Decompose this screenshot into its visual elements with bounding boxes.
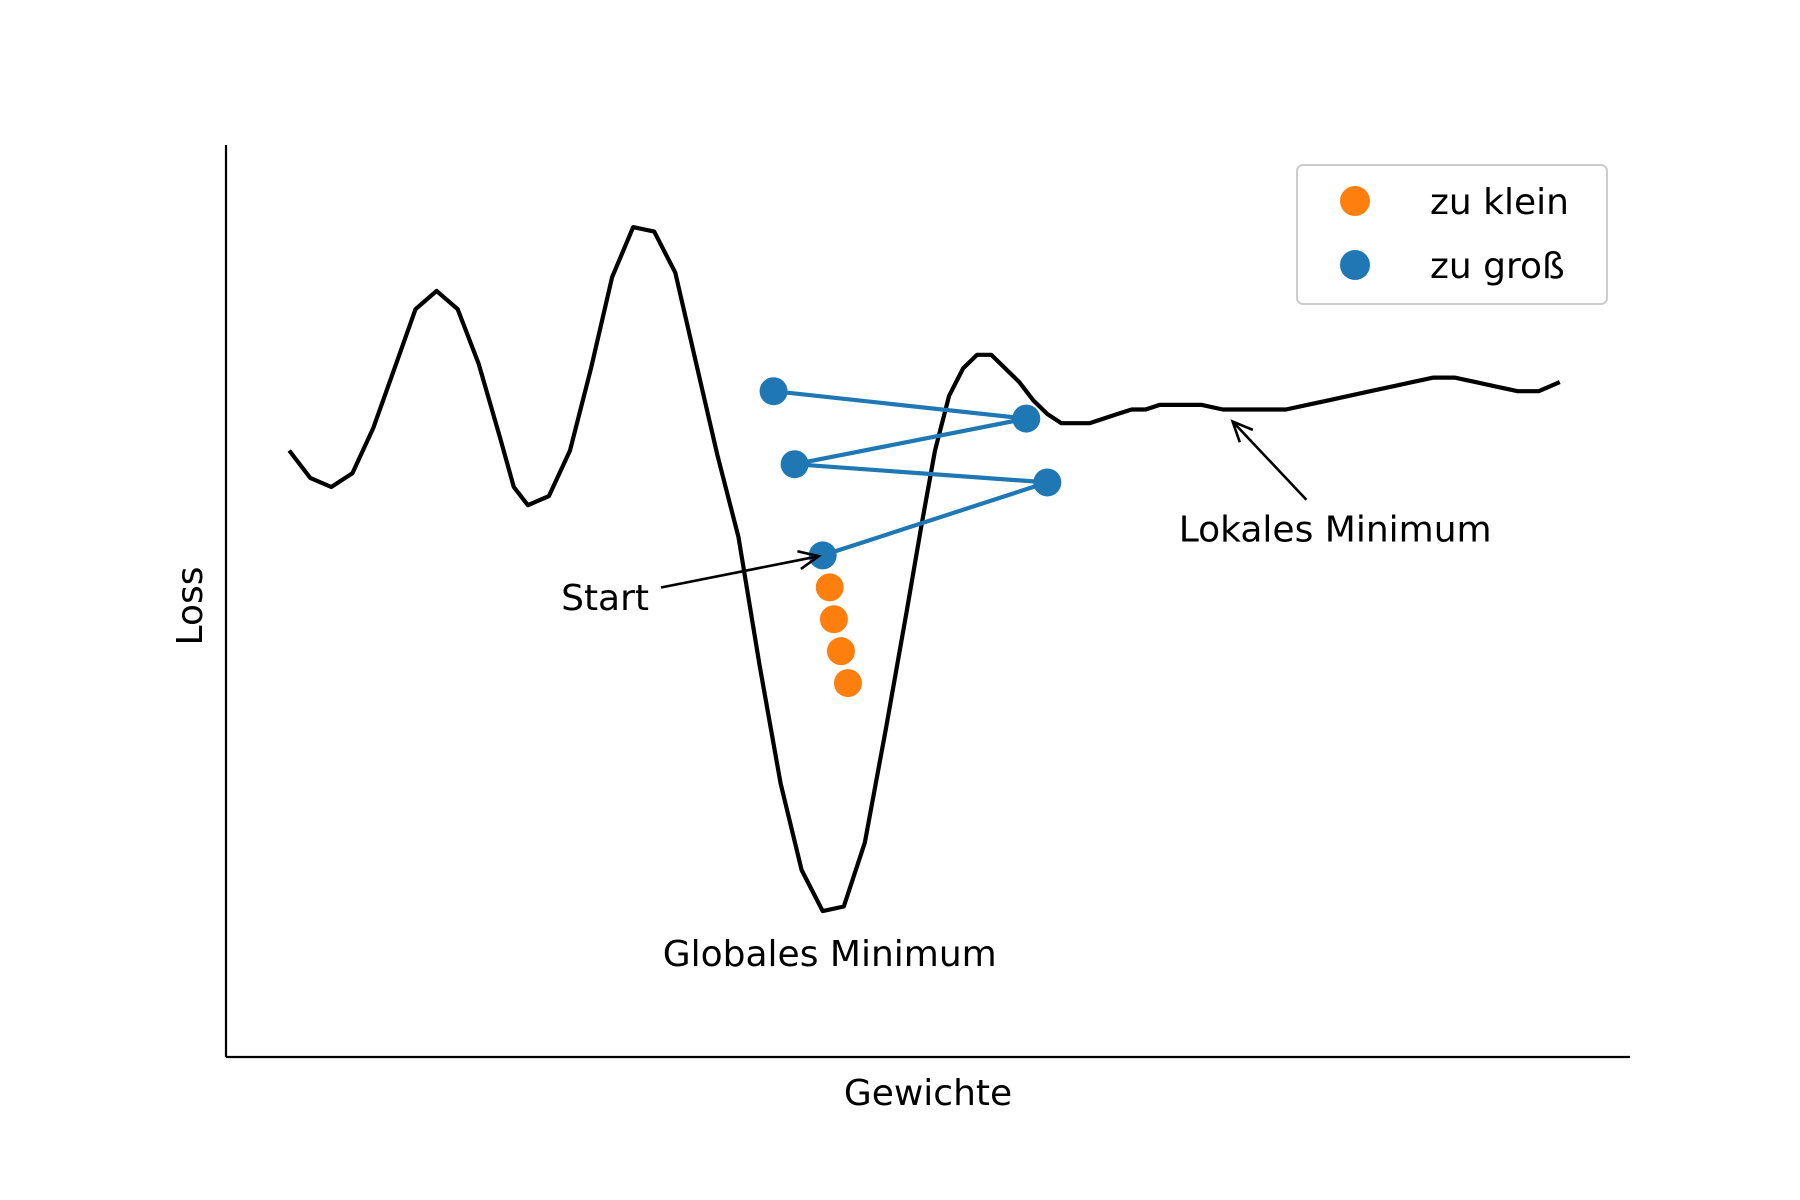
small-step-point xyxy=(815,573,844,602)
annotations: Start Globales Minimum Lokales Minimum xyxy=(561,419,1492,975)
legend-marker-zu-klein xyxy=(1340,186,1370,216)
small-step-point xyxy=(826,637,855,666)
annotation-arrow-shaft xyxy=(660,554,820,589)
loss-curve-line xyxy=(287,225,1561,914)
large-step-point xyxy=(1033,468,1062,497)
legend-label-zu-gross: zu groß xyxy=(1430,246,1565,287)
annotation-arrow-head xyxy=(1230,419,1254,443)
large-step-point xyxy=(759,377,788,406)
large-step-point xyxy=(780,450,809,479)
legend: zu klein zu groß xyxy=(1296,164,1608,305)
plot-area xyxy=(287,225,1561,914)
annotation-start: Start xyxy=(561,578,649,619)
legend-marker-zu-gross xyxy=(1340,250,1370,280)
large-step-point xyxy=(1012,404,1041,433)
annotation-arrow-shaft xyxy=(1231,420,1308,501)
small-step-point xyxy=(833,669,862,698)
annotation-lokales-minimum: Lokales Minimum xyxy=(1179,510,1492,551)
x-axis-label: Gewichte xyxy=(844,1073,1012,1114)
legend-label-zu-klein: zu klein xyxy=(1430,182,1569,223)
annotation-globales-minimum: Globales Minimum xyxy=(663,934,997,975)
legend-frame xyxy=(1296,164,1608,305)
large-step-point xyxy=(808,541,837,570)
large-step-path xyxy=(773,389,1050,558)
small-step-point xyxy=(819,605,848,634)
y-axis-label: Loss xyxy=(170,567,211,646)
annotation-arrow-head xyxy=(797,549,822,570)
